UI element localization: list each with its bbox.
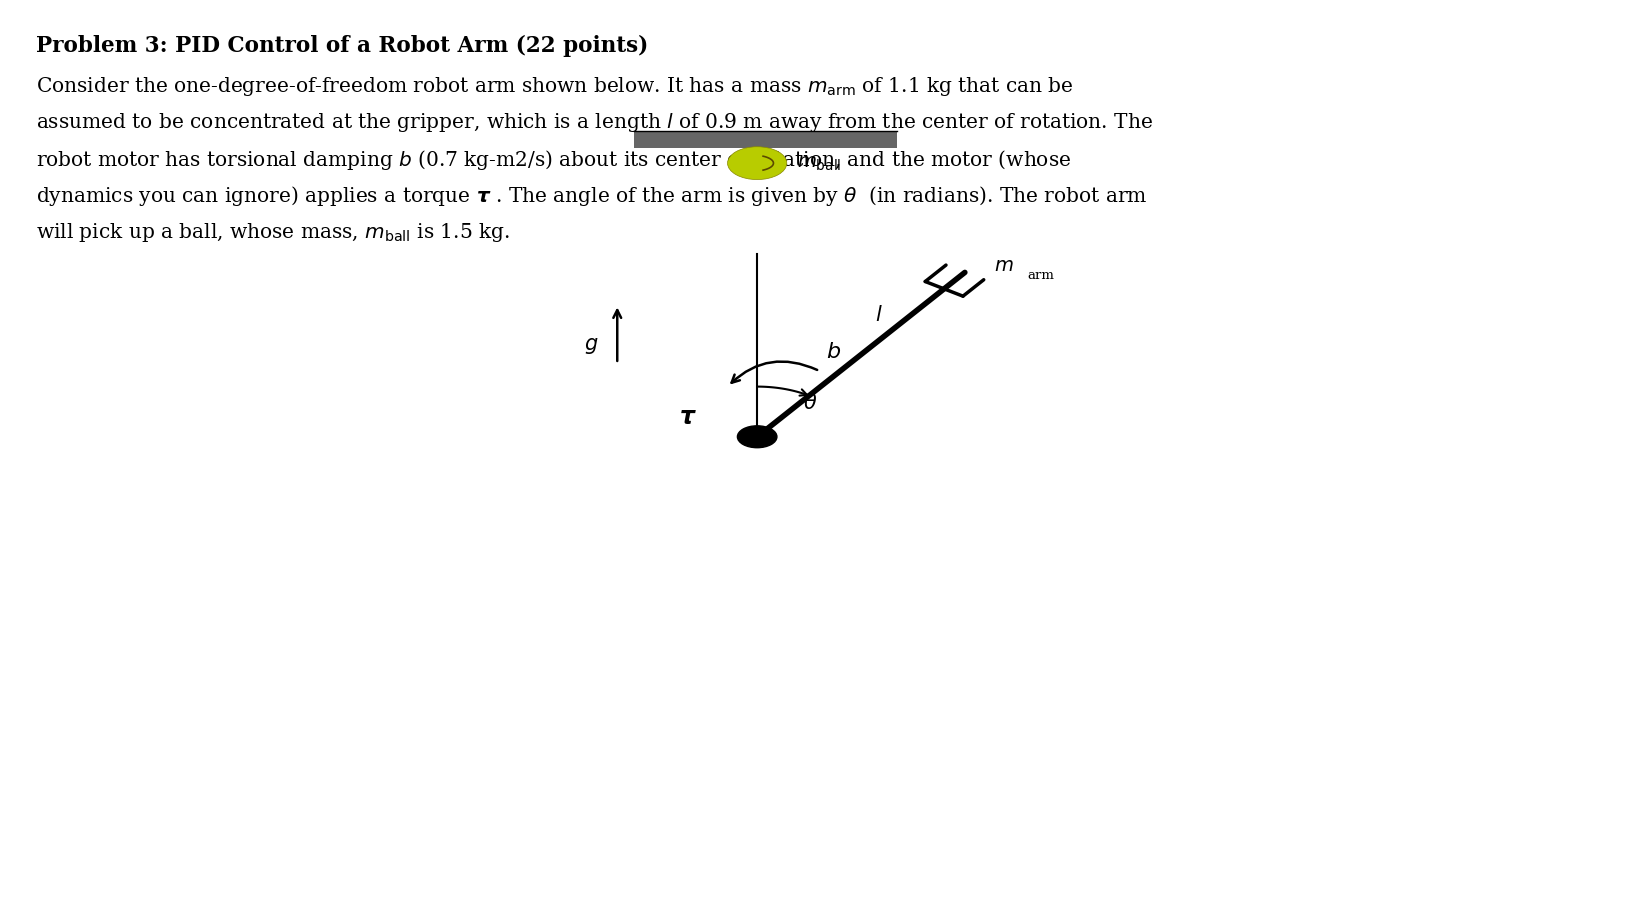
Text: $m$: $m$ bbox=[994, 257, 1014, 275]
Text: will pick up a ball, whose mass, $m_{\mathrm{ball}}$ is 1.5 kg.: will pick up a ball, whose mass, $m_{\ma… bbox=[36, 220, 510, 243]
Text: $\theta$: $\theta$ bbox=[803, 393, 818, 413]
Text: Problem 3: PID Control of a Robot Arm (22 points): Problem 3: PID Control of a Robot Arm (2… bbox=[36, 35, 649, 56]
Circle shape bbox=[737, 426, 777, 448]
Text: arm: arm bbox=[1027, 269, 1055, 281]
Bar bbox=[634, 132, 897, 148]
Text: $g$: $g$ bbox=[584, 335, 597, 355]
Text: $\boldsymbol{\tau}$: $\boldsymbol{\tau}$ bbox=[680, 405, 696, 429]
Circle shape bbox=[728, 148, 787, 180]
Text: dynamics you can ignore) applies a torque $\boldsymbol{\tau}$ . The angle of the: dynamics you can ignore) applies a torqu… bbox=[36, 184, 1147, 208]
Text: assumed to be concentrated at the gripper, which is a length $l$ of 0.9 m away f: assumed to be concentrated at the grippe… bbox=[36, 111, 1154, 134]
Text: Consider the one-degree-of-freedom robot arm shown below. It has a mass $m_{\mat: Consider the one-degree-of-freedom robot… bbox=[36, 75, 1073, 97]
Text: robot motor has torsional damping $b$ (0.7 kg-m2/s) about its center of rotation: robot motor has torsional damping $b$ (0… bbox=[36, 148, 1072, 171]
Text: $b$: $b$ bbox=[826, 341, 841, 363]
Text: $m_{\mathrm{ball}}$: $m_{\mathrm{ball}}$ bbox=[797, 155, 841, 173]
Text: $l$: $l$ bbox=[876, 305, 884, 325]
